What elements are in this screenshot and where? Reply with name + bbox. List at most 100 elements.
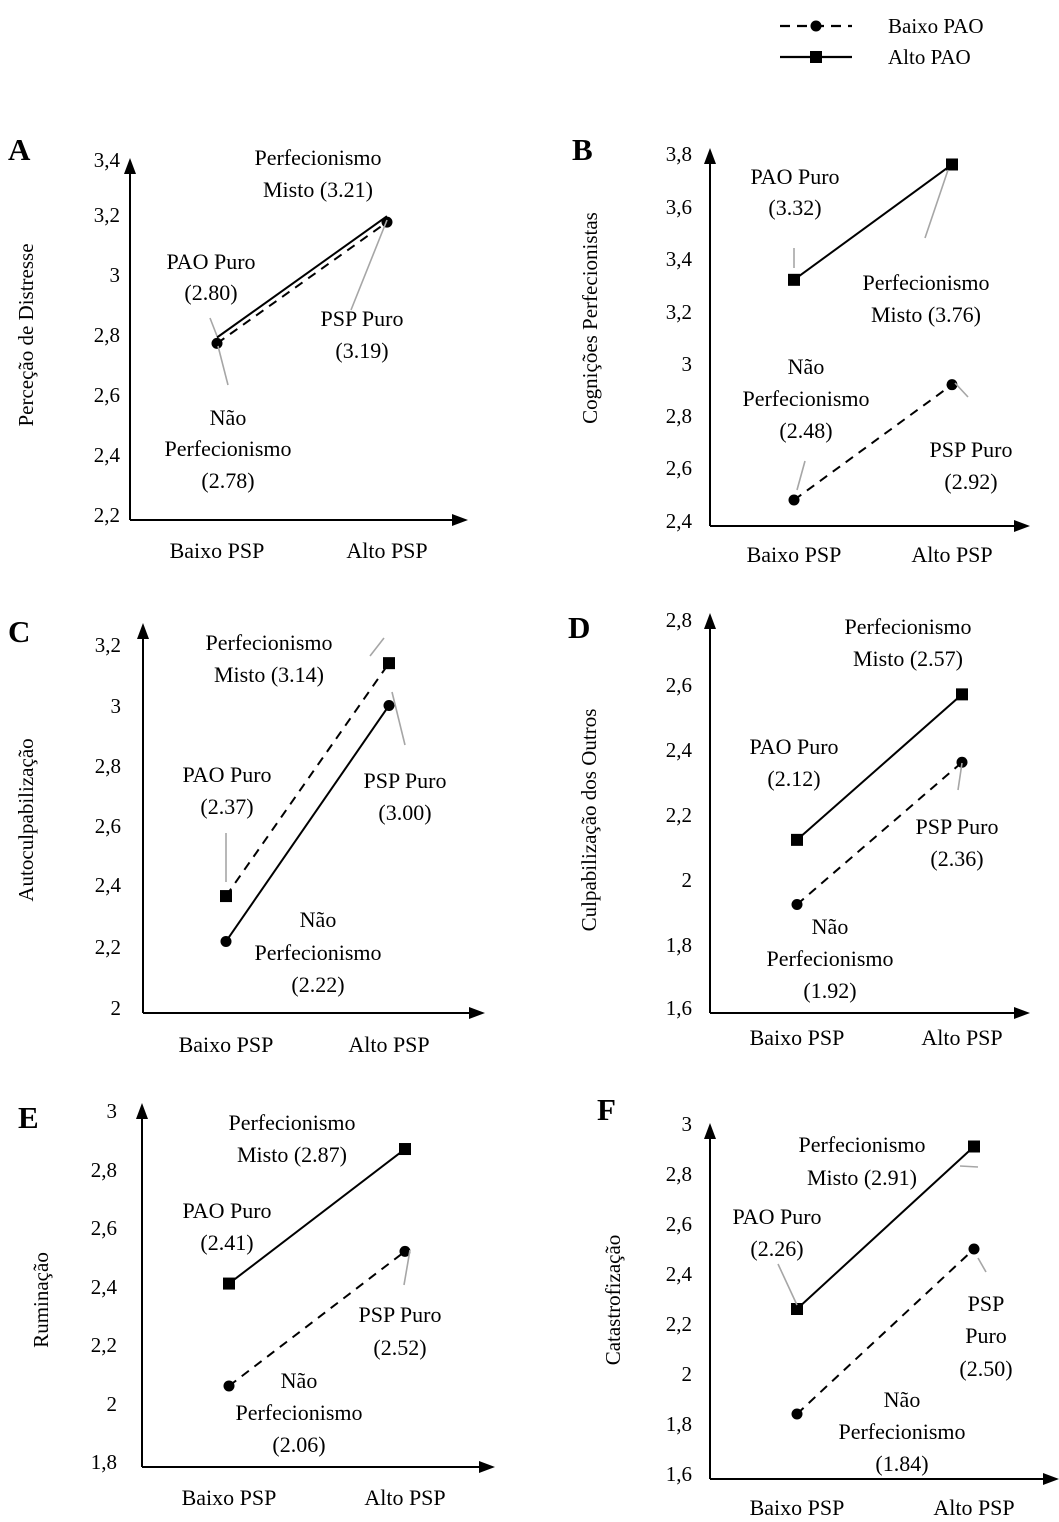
y-axis-arrow xyxy=(704,1123,716,1139)
series-line xyxy=(796,1145,975,1310)
y-axis-arrow xyxy=(137,623,149,639)
series-line xyxy=(796,1248,975,1415)
annotation-line: Misto (2.91) xyxy=(807,1165,917,1190)
y-tick-label: 2,4 xyxy=(91,1275,118,1299)
data-point xyxy=(956,688,968,701)
y-tick-label: 1,8 xyxy=(666,1412,692,1436)
leader-line xyxy=(954,382,969,398)
annotation-line: PAO Puro xyxy=(166,249,255,274)
x-tick-label: Alto PSP xyxy=(933,1495,1014,1520)
x-tick-label: Baixo PSP xyxy=(182,1485,277,1510)
annotation-line: (2.22) xyxy=(291,972,344,997)
data-point xyxy=(946,379,958,391)
y-tick-label: 1,8 xyxy=(666,933,692,957)
annotation-line: PAO Puro xyxy=(750,164,839,189)
y-tick-label: 2,6 xyxy=(91,1216,117,1240)
legend-label: Baixo PAO xyxy=(888,14,984,38)
annotation-line: Misto (3.14) xyxy=(214,662,324,687)
leader-line xyxy=(217,345,229,386)
annotation-line: (2.36) xyxy=(930,846,983,871)
annotation-label: PSP Puro (2.36) xyxy=(916,814,999,871)
y-tick-label: 2,2 xyxy=(666,1312,692,1336)
leader-line xyxy=(959,1165,979,1168)
panel-letter: D xyxy=(568,610,590,645)
y-tick-label: 2,8 xyxy=(94,323,120,347)
annotation-label: PAO Puro (2.37) xyxy=(182,762,271,819)
data-point xyxy=(946,158,958,171)
annotation-line: Não xyxy=(788,354,825,379)
y-tick-label: 2,4 xyxy=(666,509,693,533)
y-axis-arrow xyxy=(704,613,716,629)
annotation-label: Perfecionismo Misto (2.57) xyxy=(844,614,971,671)
annotation-line: PSP Puro xyxy=(930,437,1013,462)
leader-line xyxy=(977,1257,987,1273)
annotation-label: PSP Puro (2.52) xyxy=(359,1302,442,1360)
y-tick-label: 2,6 xyxy=(666,1212,692,1236)
panel-f: F Catastrofização 1,6 1,8 2 2,2 2,4 2,6 2,8 3 Baix… xyxy=(597,1092,1059,1520)
annotation-line: (3.32) xyxy=(768,195,821,220)
x-tick-label: Baixo PSP xyxy=(747,542,842,567)
x-tick-label: Alto PSP xyxy=(346,538,427,563)
annotation-line: (2.52) xyxy=(373,1335,426,1360)
annotation-line: PSP Puro xyxy=(916,814,999,839)
y-axis-arrow xyxy=(136,1103,148,1119)
series-baixo-pao xyxy=(223,1245,411,1392)
annotation-line: (3.00) xyxy=(378,800,431,825)
annotation-line: Perfecionismo xyxy=(798,1132,925,1157)
annotation-line: Perfecionismo xyxy=(228,1110,355,1135)
legend-marker xyxy=(810,20,822,32)
data-point xyxy=(788,494,800,506)
data-point xyxy=(399,1245,411,1257)
annotation-line: PAO Puro xyxy=(182,762,271,787)
annotation-line: (2.92) xyxy=(944,469,997,494)
panel-letter: F xyxy=(597,1092,616,1127)
y-axis-arrow xyxy=(124,158,136,174)
y-tick-label: 2 xyxy=(682,868,693,892)
y-tick-label: 2,8 xyxy=(666,608,692,632)
x-axis-arrow xyxy=(469,1007,485,1019)
x-tick-label: Baixo PSP xyxy=(750,1495,845,1520)
annotation-line: (1.84) xyxy=(875,1451,928,1476)
annotation-line: PSP Puro xyxy=(364,768,447,793)
series-baixo-pao xyxy=(791,756,968,911)
leader-line xyxy=(209,317,218,337)
series-alto-pao xyxy=(788,158,958,286)
y-tick-label: 3,6 xyxy=(666,195,692,219)
series-line xyxy=(216,221,388,345)
leader-line xyxy=(796,460,806,491)
x-tick-label: Baixo PSP xyxy=(750,1025,845,1050)
annotation-label: Perfecionismo Misto (3.14) xyxy=(205,630,332,687)
data-point xyxy=(956,756,968,768)
series-line xyxy=(228,1250,406,1387)
series-line xyxy=(793,383,953,501)
data-point xyxy=(223,1277,235,1290)
data-point xyxy=(211,337,223,349)
leader-line xyxy=(924,169,949,239)
panel-a: A Perceção de Distresse 2,2 2,4 2,6 2,8 3 3,2 3,… xyxy=(8,132,468,563)
annotation-label: PAO Puro (2.80) xyxy=(166,249,255,305)
data-point xyxy=(788,273,800,286)
leader-line xyxy=(403,1249,411,1286)
annotation-label: PAO Puro (3.32) xyxy=(750,164,839,220)
y-tick-label: 2,6 xyxy=(666,456,692,480)
annotation-line: PAO Puro xyxy=(182,1198,271,1223)
y-tick-label: 2,4 xyxy=(95,873,122,897)
data-point xyxy=(220,890,232,903)
y-tick-label: 3,2 xyxy=(666,300,692,324)
y-tick-label: 2,8 xyxy=(95,754,121,778)
series-line xyxy=(796,761,963,906)
y-tick-label: 1,6 xyxy=(666,996,692,1020)
series-alto-pao xyxy=(223,1143,411,1290)
annotation-label: Perfecionismo Misto (3.21) xyxy=(254,145,381,202)
y-tick-label: 3,2 xyxy=(94,203,120,227)
data-point xyxy=(399,1143,411,1156)
annotation-line: PSP Puro xyxy=(321,306,404,331)
y-tick-label: 3,4 xyxy=(666,247,693,271)
y-tick-label: 2,6 xyxy=(94,383,120,407)
series-alto-pao xyxy=(791,688,968,846)
annotation-line: (2.41) xyxy=(200,1230,253,1255)
y-tick-label: 3 xyxy=(110,263,121,287)
y-tick-label: 3,4 xyxy=(94,148,121,172)
annotation-line: Perfecionismo xyxy=(742,386,869,411)
